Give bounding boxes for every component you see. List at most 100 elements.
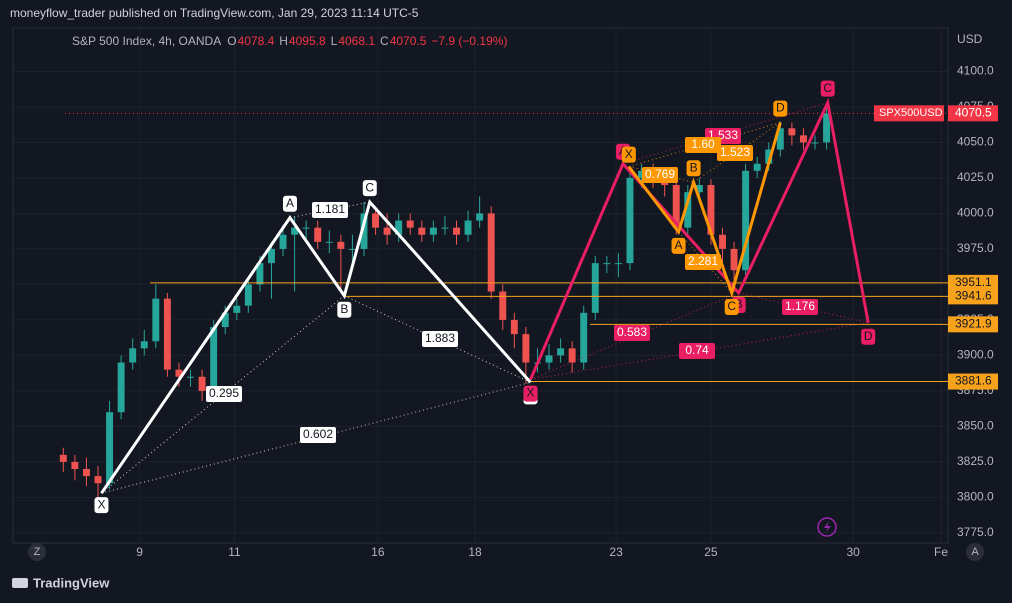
x-tick-label: 16 bbox=[371, 545, 385, 559]
price-label: 4070.5 bbox=[955, 106, 992, 120]
ratio-label: 1.60 bbox=[691, 137, 715, 151]
candle-body bbox=[106, 412, 114, 484]
candle-body bbox=[279, 234, 287, 249]
candle-body bbox=[823, 113, 831, 143]
candle-body bbox=[140, 341, 148, 349]
candle-body bbox=[672, 185, 680, 228]
y-tick-label: 4000.0 bbox=[957, 206, 994, 220]
candle-body bbox=[82, 469, 90, 477]
candle-body bbox=[268, 248, 275, 264]
candle-body bbox=[325, 241, 333, 243]
candle-body bbox=[360, 213, 368, 249]
price-tag bbox=[948, 105, 998, 122]
point-label: D bbox=[864, 329, 873, 343]
currency: USD bbox=[957, 32, 983, 46]
point-label: B bbox=[690, 160, 698, 174]
ratio-box bbox=[685, 254, 721, 270]
candle-body bbox=[337, 241, 345, 249]
point-label: A bbox=[675, 238, 683, 252]
y-tick-label: 3850.0 bbox=[957, 419, 994, 433]
auto-icon: A bbox=[971, 546, 979, 558]
y-tick-label: 3800.0 bbox=[957, 490, 994, 504]
ratio-label: 1.883 bbox=[425, 331, 455, 345]
x-tick-label: 23 bbox=[609, 545, 623, 559]
ratio-box bbox=[614, 325, 650, 341]
zoom-button[interactable] bbox=[28, 543, 46, 561]
candle-body bbox=[499, 291, 507, 320]
point-label: D bbox=[776, 101, 785, 115]
x-tick-label: 18 bbox=[468, 545, 482, 559]
alert-bolt bbox=[824, 521, 831, 533]
level-label: 3951.1 bbox=[955, 275, 992, 289]
candle-body bbox=[811, 142, 819, 144]
candle-body bbox=[198, 376, 206, 391]
x-tick-label: 25 bbox=[704, 545, 718, 559]
x-tick-label: 11 bbox=[228, 545, 241, 559]
x-tick-label: 9 bbox=[136, 545, 143, 559]
point-box bbox=[773, 100, 788, 117]
candle-body bbox=[221, 312, 229, 328]
candle-body bbox=[580, 312, 588, 363]
candle-body bbox=[545, 355, 553, 363]
point-box bbox=[362, 180, 377, 197]
point-box bbox=[724, 298, 739, 315]
candle-body bbox=[638, 170, 646, 178]
candle-body bbox=[348, 248, 356, 250]
legend-key: H bbox=[279, 34, 288, 48]
candle-body bbox=[94, 476, 102, 484]
x-tick-label: Fe bbox=[934, 545, 948, 559]
candle-body bbox=[614, 263, 622, 265]
legend-value: 4068.1 bbox=[338, 34, 375, 48]
level-tag bbox=[948, 288, 998, 305]
ratio-label: 1.523 bbox=[720, 145, 750, 159]
candle-body bbox=[429, 227, 437, 235]
point-box bbox=[94, 497, 109, 514]
point-box bbox=[621, 146, 636, 163]
candle-body bbox=[799, 135, 807, 143]
alert-icon[interactable] bbox=[817, 517, 837, 537]
level-label: 3881.6 bbox=[955, 374, 992, 388]
legend-value: 4078.4 bbox=[238, 34, 275, 48]
auto-scale-button[interactable] bbox=[966, 543, 984, 561]
legend-value: 4095.8 bbox=[289, 34, 326, 48]
level-tag bbox=[948, 373, 998, 390]
candle-body bbox=[695, 185, 703, 193]
candle-body bbox=[256, 263, 264, 285]
legend-key: C bbox=[380, 34, 389, 48]
level-label: 3941.6 bbox=[955, 289, 992, 303]
candle-body bbox=[383, 227, 391, 235]
ratio-label: 2.281 bbox=[688, 254, 718, 268]
legend-value: 4070.5 bbox=[390, 34, 427, 48]
candle-body bbox=[314, 227, 322, 242]
candle-body bbox=[707, 185, 715, 235]
zoom-icon: Z bbox=[34, 546, 41, 558]
point-box bbox=[820, 80, 835, 97]
candle-body bbox=[59, 454, 67, 462]
point-box bbox=[861, 328, 876, 345]
point-box bbox=[337, 301, 352, 318]
ratio-box bbox=[300, 427, 336, 443]
candle-body bbox=[753, 163, 761, 171]
ratio-label: 1.181 bbox=[315, 202, 345, 216]
candle-body bbox=[152, 298, 160, 342]
candle-body bbox=[117, 362, 125, 413]
pattern-line bbox=[627, 122, 782, 298]
ratio-box bbox=[679, 343, 715, 359]
point-box bbox=[671, 237, 686, 254]
candle-body bbox=[719, 234, 726, 249]
y-tick-label: 4100.0 bbox=[957, 64, 994, 78]
candle-body bbox=[395, 220, 403, 235]
level-label: 3921.9 bbox=[955, 317, 992, 331]
candle-body bbox=[522, 334, 530, 363]
ratio-label: 0.74 bbox=[685, 343, 709, 357]
candle-body bbox=[441, 227, 449, 229]
legend-change: −7.9 (−0.19%) bbox=[431, 34, 507, 48]
candle-body bbox=[464, 220, 472, 235]
candle-body bbox=[233, 305, 241, 313]
candle-body bbox=[487, 213, 495, 292]
symbol-label: SPX500USD bbox=[879, 107, 943, 119]
candle-body bbox=[302, 227, 310, 229]
ratio-box bbox=[685, 137, 721, 153]
point-label: C bbox=[823, 81, 832, 95]
